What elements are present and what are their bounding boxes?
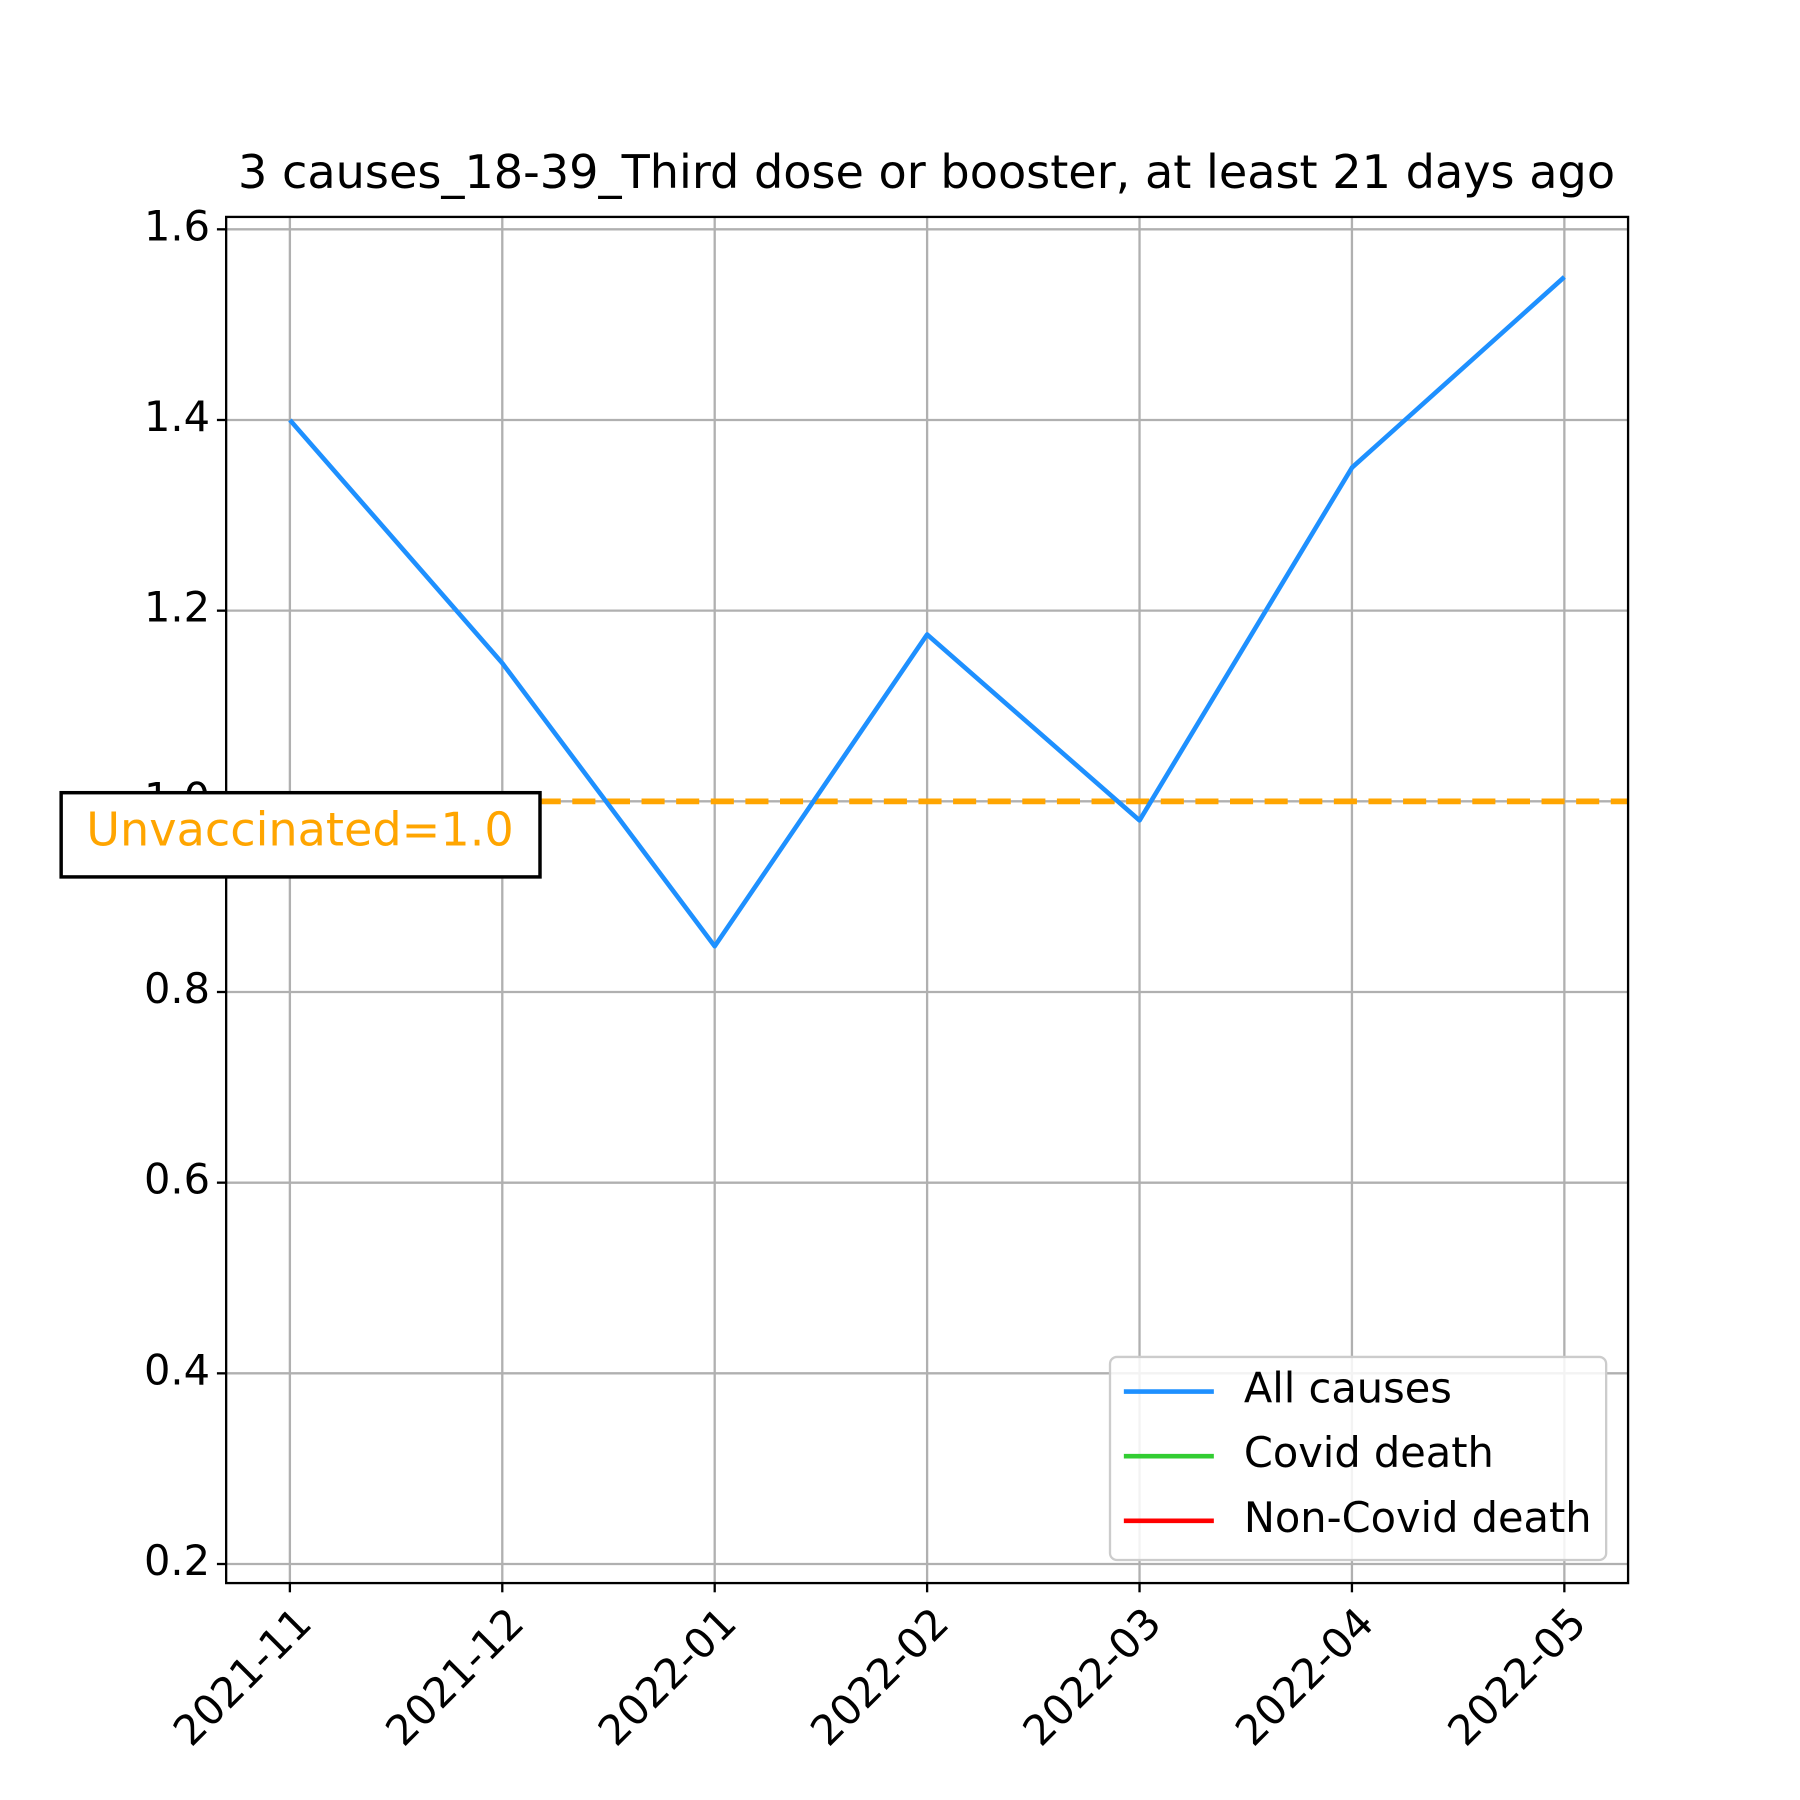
y-tick-label: 0.2 — [144, 1536, 210, 1585]
y-tick-label: 1.4 — [144, 392, 210, 441]
annotation-text: Unvaccinated=1.0 — [86, 803, 513, 857]
legend-label: Non-Covid death — [1244, 1493, 1592, 1542]
y-tick-label: 1.2 — [144, 583, 210, 632]
series-line — [288, 275, 1566, 949]
y-tick-label: 0.6 — [144, 1155, 210, 1204]
y-tick-label: 0.4 — [144, 1345, 210, 1394]
plot-frame — [224, 215, 1630, 1585]
legend-box — [1108, 1355, 1608, 1562]
y-tick-label: 1.6 — [144, 201, 210, 250]
annotation-box — [59, 790, 542, 879]
y-tick-label: 0.8 — [144, 964, 210, 1013]
legend-label: All causes — [1244, 1364, 1452, 1413]
chart-title: 3 causes_18-39_Third dose or booster, at… — [238, 145, 1615, 199]
legend-label: Covid death — [1244, 1428, 1494, 1477]
